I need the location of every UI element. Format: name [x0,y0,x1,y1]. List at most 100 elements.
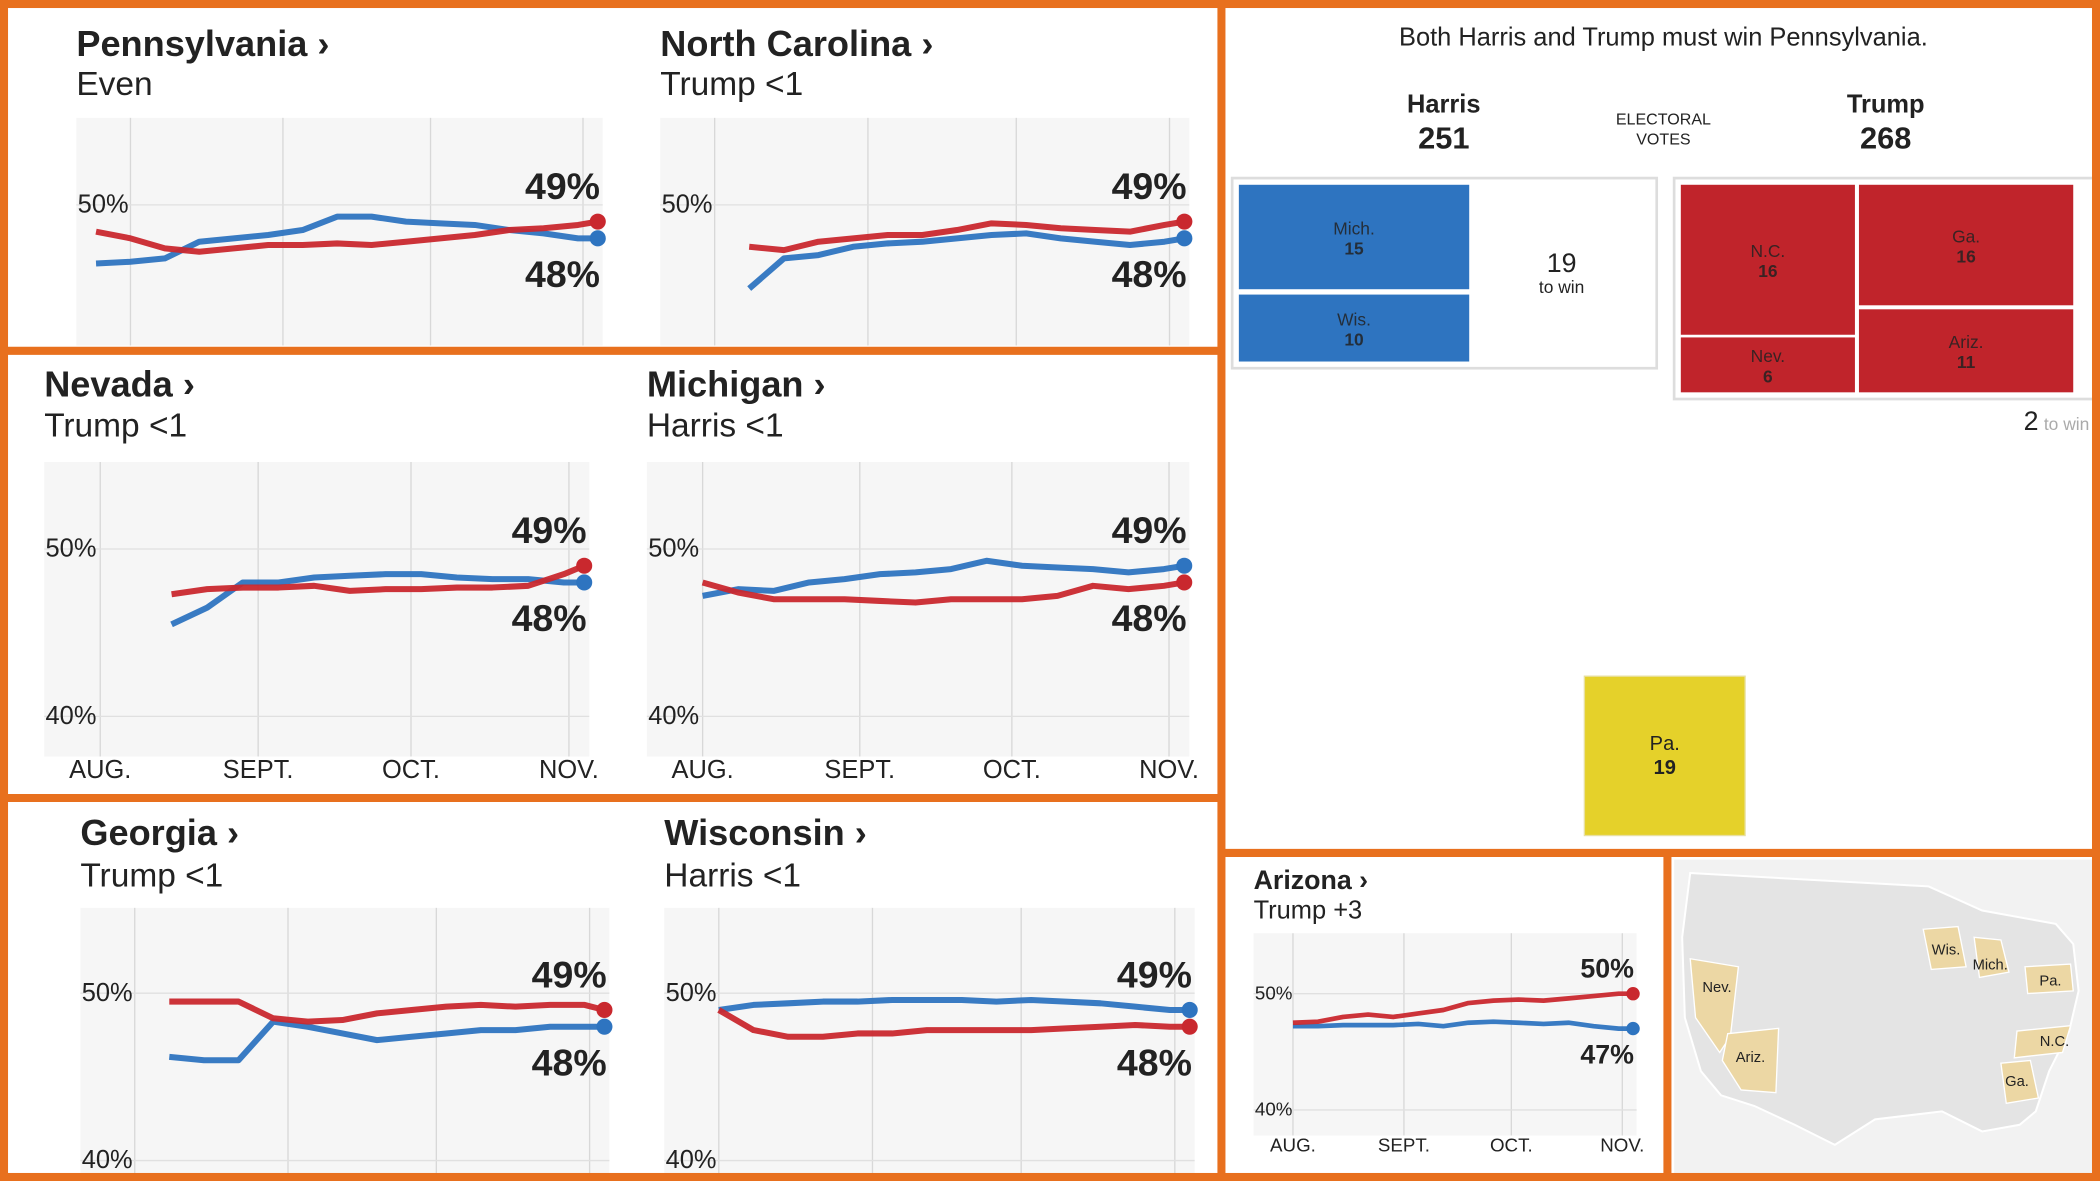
end-dot [596,1018,613,1035]
state-shape [1973,936,2010,979]
line-chart: 40% 50% 48% 49% Georgia › Trump <1 [80,812,613,1176]
candidate-votes: 251 [1418,121,1469,156]
y-tick-label: 40% [648,702,699,730]
state-block [1858,309,2074,393]
chart-subtitle: Harris <1 [647,408,784,445]
y-tick-label: 50% [46,535,97,563]
state-label: Wis. [1337,309,1371,329]
map-label: Wis. [1932,943,1961,959]
value-label: 49% [1112,165,1187,207]
end-dot [1181,1018,1198,1035]
state-label: Mich. [1333,218,1375,238]
line-chart: 40% 50% 49% 48% Wisconsin › Harris <1 [664,812,1198,1176]
state-shape [2000,1059,2040,1105]
value-label: 48% [532,1041,607,1083]
chart-title[interactable]: Pennsylvania › [76,23,329,64]
candidate-votes: 268 [1860,121,1911,156]
state-block [1680,337,1855,393]
us-map [1681,871,2080,1146]
state-shape [2013,1024,2072,1059]
value-label: 49% [1112,509,1187,551]
y-tick-label: 40% [82,1146,133,1174]
chart-title[interactable]: North Carolina › [660,23,933,64]
end-dot [1176,557,1193,574]
end-dot [1626,1021,1640,1036]
series-line [702,557,1185,599]
chart-title[interactable]: Michigan › [647,363,826,404]
state-votes: 15 [1344,238,1364,258]
state-votes: 10 [1344,329,1363,349]
value-label: 48% [1112,253,1187,295]
value-label: 48% [1117,1041,1192,1083]
series-line [747,230,1185,291]
state-votes: 11 [1957,352,1976,372]
chart-subtitle: Harris <1 [664,857,801,894]
end-dot [589,230,606,247]
state-block [1238,294,1470,362]
state-votes: 6 [1763,366,1773,386]
value-label: 49% [525,165,600,207]
x-tick-label: SEPT. [1378,1134,1430,1155]
line-chart: 50% 48% 49% Pennsylvania ›Even [76,23,606,346]
series-line [1292,991,1634,1026]
value-label: 48% [1112,597,1187,639]
map-label: Ga. [2005,1074,2029,1090]
state-votes: 16 [1758,261,1778,281]
plot-area [646,461,1190,757]
x-tick-label: NOV. [1600,1134,1644,1155]
candidate-name: Harris [1407,90,1481,118]
end-dot [1176,213,1193,230]
value-label: 49% [532,953,607,995]
chart-subtitle: Trump +3 [1254,897,1363,925]
map-label: Ariz. [1736,1050,1765,1066]
end-dot [589,213,606,230]
y-tick-label: 50% [648,535,699,563]
state-votes: 16 [1956,246,1976,266]
map-label: Pa. [2039,974,2061,990]
state-shape [1721,1027,1780,1094]
end-dot [1626,987,1640,1001]
y-tick-label: 40% [46,702,97,730]
charts: 50% 48% 49% Pennsylvania ›Even 50% 48% 49% Nort… [44,23,1644,1176]
plot-area [80,907,610,1176]
chart-title[interactable]: Nevada › [44,363,195,404]
x-tick-label: AUG. [672,756,734,784]
plot-area [1253,933,1637,1136]
state-label: Nev. [1751,346,1785,366]
state-shape [2024,963,2074,995]
end-dot [1181,1001,1198,1018]
y-tick-label: 50% [1255,982,1293,1003]
value-label: 49% [1117,953,1192,995]
value-label: 49% [512,509,587,551]
candidate-name: Trump [1847,90,1925,118]
chart-title[interactable]: Arizona › [1254,865,1369,895]
x-tick-label: AUG. [1270,1134,1316,1155]
series-line [748,218,1185,254]
chart-subtitle: Even [76,66,152,103]
value-label: 48% [512,597,587,639]
needed-text: 2 to win [2024,406,2090,436]
series-line [95,218,599,255]
chart-title[interactable]: Wisconsin › [664,812,867,853]
chart-subtitle: Trump <1 [44,408,187,445]
end-dot [596,1001,613,1018]
y-tick-label: 50% [662,191,713,219]
line-chart: 50% 48% 49% North Carolina ›Trump <1 [660,23,1193,346]
x-tick-label: OCT. [382,756,440,784]
end-dot [576,574,593,591]
state-block [1680,184,1855,335]
state-label: Ariz. [1949,332,1984,352]
line-chart: AUG. SEPT. OCT. NOV. 40% 50% 49% 48% Michigan › H… [646,363,1199,784]
axis-label: ELECTORAL [1616,111,1711,129]
needed-votes: 19 [1547,248,1577,278]
series-line [701,579,1185,606]
series-line [171,562,586,598]
state-block [1238,184,1470,290]
chart-title[interactable]: Georgia › [80,812,239,853]
y-tick-label: 40% [666,1146,717,1174]
x-tick-label: SEPT. [223,756,294,784]
line-chart: AUG. SEPT. OCT. NOV. 40% 50% 47% 50% Arizona ›Tr… [1253,865,1644,1155]
